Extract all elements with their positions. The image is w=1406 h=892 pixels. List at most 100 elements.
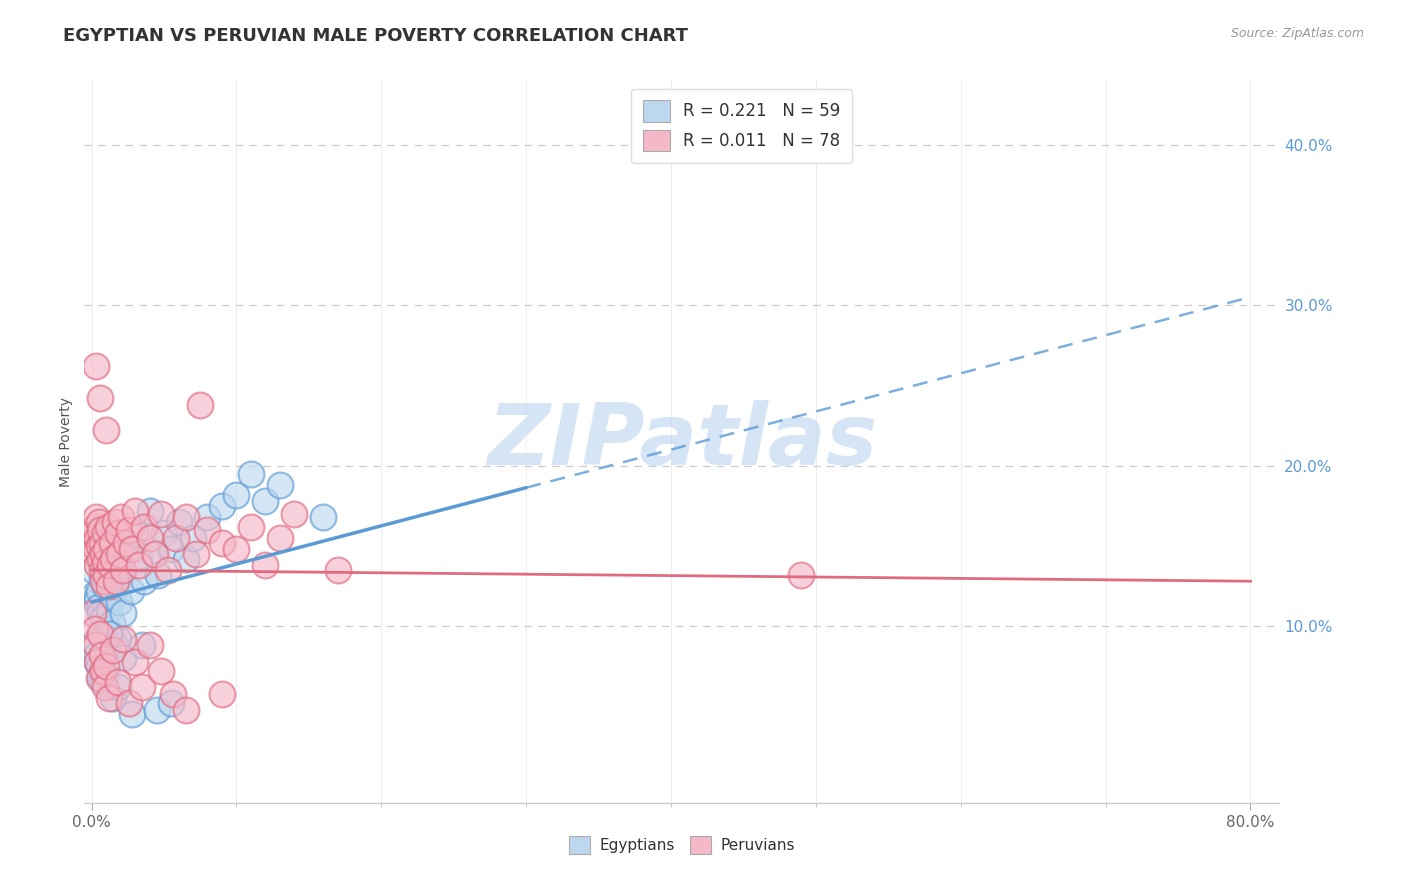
Point	[143, 547, 166, 561]
Point	[90, 571, 112, 585]
Point	[790, 567, 813, 582]
Point	[107, 680, 129, 694]
Point	[160, 542, 183, 557]
Point	[108, 547, 131, 561]
Point	[87, 539, 110, 553]
Point	[94, 659, 117, 673]
Point	[100, 558, 122, 573]
Point	[160, 696, 183, 710]
Point	[90, 664, 112, 678]
Point	[142, 547, 165, 561]
Point	[181, 531, 204, 545]
Point	[118, 523, 141, 537]
Point	[128, 551, 150, 566]
Legend: Egyptians, Peruvians: Egyptians, Peruvians	[562, 830, 801, 860]
Point	[107, 675, 129, 690]
Point	[148, 567, 170, 582]
Point	[84, 542, 107, 557]
Point	[174, 510, 197, 524]
Point	[87, 599, 110, 614]
Point	[104, 515, 127, 529]
Point	[83, 547, 105, 561]
Point	[117, 542, 139, 557]
Point	[82, 607, 104, 621]
Point	[90, 648, 112, 662]
Point	[132, 574, 155, 589]
Point	[108, 595, 131, 609]
Text: Source: ZipAtlas.com: Source: ZipAtlas.com	[1230, 27, 1364, 40]
Point	[89, 551, 111, 566]
Point	[150, 507, 173, 521]
Point	[269, 478, 291, 492]
Point	[184, 547, 207, 561]
Point	[86, 655, 108, 669]
Point	[90, 535, 112, 549]
Point	[105, 574, 128, 589]
Point	[146, 703, 169, 717]
Point	[131, 639, 153, 653]
Point	[84, 359, 107, 373]
Text: ZIPatlas: ZIPatlas	[486, 400, 877, 483]
Point	[98, 603, 121, 617]
Point	[86, 531, 108, 545]
Point	[98, 579, 121, 593]
Point	[96, 623, 118, 637]
Point	[89, 391, 111, 405]
Point	[86, 591, 108, 605]
Point	[90, 563, 112, 577]
Point	[112, 632, 135, 646]
Point	[98, 691, 121, 706]
Point	[312, 510, 335, 524]
Point	[91, 611, 114, 625]
Point	[239, 467, 262, 481]
Point	[94, 542, 117, 557]
Point	[87, 583, 110, 598]
Point	[83, 623, 105, 637]
Point	[188, 398, 211, 412]
Point	[118, 696, 141, 710]
Point	[82, 563, 104, 577]
Point	[104, 639, 127, 653]
Point	[93, 667, 115, 681]
Point	[197, 523, 219, 537]
Point	[131, 680, 153, 694]
Point	[84, 510, 107, 524]
Point	[225, 487, 247, 501]
Point	[89, 627, 111, 641]
Point	[112, 607, 135, 621]
Point	[174, 703, 197, 717]
Point	[225, 542, 247, 557]
Point	[93, 526, 115, 541]
Point	[101, 535, 124, 549]
Point	[211, 499, 233, 513]
Point	[84, 648, 107, 662]
Point	[120, 583, 142, 598]
Point	[326, 563, 349, 577]
Point	[211, 687, 233, 701]
Point	[150, 664, 173, 678]
Point	[124, 526, 146, 541]
Point	[121, 542, 143, 557]
Point	[91, 675, 114, 690]
Point	[112, 651, 135, 665]
Point	[91, 547, 114, 561]
Point	[103, 591, 125, 605]
Point	[283, 507, 305, 521]
Point	[269, 531, 291, 545]
Y-axis label: Male Poverty: Male Poverty	[59, 397, 73, 486]
Point	[124, 655, 146, 669]
Point	[107, 526, 129, 541]
Point	[93, 579, 115, 593]
Text: EGYPTIAN VS PERUVIAN MALE POVERTY CORRELATION CHART: EGYPTIAN VS PERUVIAN MALE POVERTY CORREL…	[63, 27, 689, 45]
Point	[254, 558, 277, 573]
Point	[105, 579, 128, 593]
Point	[100, 627, 122, 641]
Point	[94, 643, 117, 657]
Point	[128, 558, 150, 573]
Point	[138, 639, 160, 653]
Point	[110, 510, 132, 524]
Point	[138, 503, 160, 517]
Point	[83, 635, 105, 649]
Point	[91, 664, 114, 678]
Point	[103, 551, 125, 566]
